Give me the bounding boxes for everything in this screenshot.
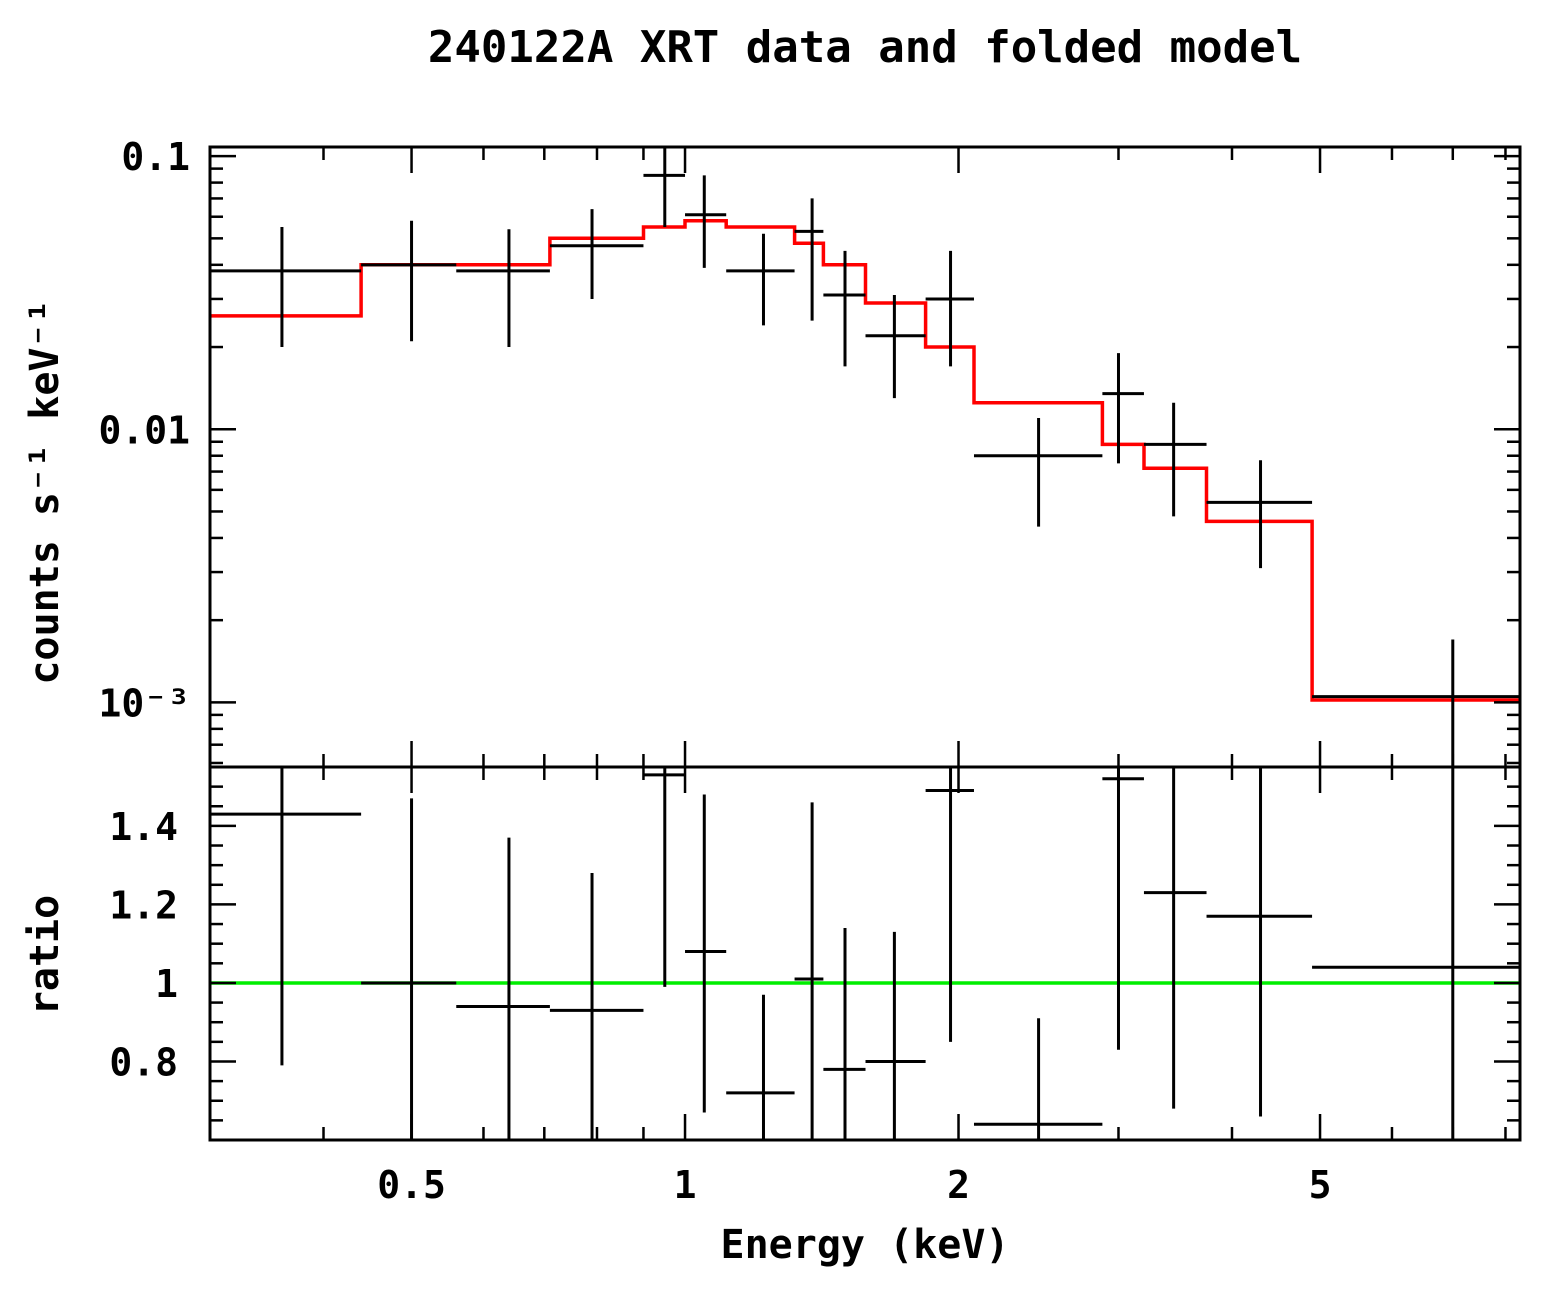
- data-point-12: [1102, 353, 1144, 464]
- axes: [208, 145, 1522, 1142]
- y-axis-label-spectrum: counts s⁻¹ keV⁻¹: [22, 299, 68, 684]
- data-point-3: [549, 209, 644, 299]
- ratio-point-9: [865, 931, 926, 1140]
- data-point-1: [361, 220, 457, 342]
- data-point-8: [823, 250, 866, 367]
- ratio-point-8: [823, 927, 866, 1140]
- tick-labels: 0.5 1 2 5 0.1 0.01 10⁻³ 0.8 1 1.2 1.4: [98, 135, 1331, 1207]
- ratio-point-1: [361, 798, 457, 1140]
- ratio-point-6: [726, 994, 795, 1140]
- ratio-point-13: [1143, 767, 1207, 1109]
- data-point-4: [643, 147, 686, 228]
- y1-tick-label-2: 10⁻³: [98, 681, 190, 725]
- y1-tick-label-1: 0.01: [98, 408, 190, 452]
- y2-tick-label-0: 0.8: [109, 1040, 178, 1084]
- data-point-11: [973, 417, 1103, 527]
- spectrum-panel-marks: [210, 147, 1520, 767]
- ratio-point-12: [1102, 767, 1144, 1050]
- x-axis-label: Energy (keV): [721, 1222, 1010, 1268]
- chart-title: 240122A XRT data and folded model: [428, 22, 1302, 73]
- ratio-point-7: [794, 802, 824, 1140]
- data-point-9: [865, 295, 926, 399]
- data-point-10: [925, 250, 974, 367]
- ratio-point-5: [685, 794, 727, 1113]
- data-point-5: [685, 175, 727, 268]
- x-tick-label-1: 1: [674, 1163, 697, 1207]
- ratio-point-14: [1206, 767, 1313, 1117]
- x-tick-label-2: 2: [947, 1163, 970, 1207]
- data-point-6: [726, 233, 795, 326]
- data-point-14: [1206, 460, 1313, 569]
- x-tick-label-3: 5: [1309, 1163, 1332, 1207]
- ratio-point-0: [210, 767, 362, 1066]
- y1-tick-label-0: 0.1: [121, 135, 190, 179]
- ratio-point-4: [643, 767, 686, 987]
- y2-tick-label-1: 1: [155, 962, 178, 1006]
- model-step-line: [210, 218, 1520, 702]
- y2-tick-label-2: 1.2: [109, 883, 178, 927]
- ratio-point-2: [456, 837, 550, 1140]
- y2-tick-label-3: 1.4: [109, 805, 178, 849]
- data-point-0: [210, 227, 362, 348]
- x-tick-label-0: 0.5: [377, 1163, 446, 1207]
- ratio-point-15: [1312, 767, 1520, 1140]
- ratio-point-11: [973, 1018, 1103, 1140]
- data-point-13: [1143, 402, 1207, 517]
- data-point-7: [794, 198, 824, 321]
- plot-frame: [208, 145, 1522, 1142]
- y-axis-label-ratio: ratio: [22, 895, 68, 1015]
- ratio-point-3: [549, 873, 644, 1140]
- data-point-2: [456, 229, 550, 348]
- ratio-panel-marks: [210, 767, 1520, 1140]
- data-point-15: [1312, 639, 1520, 767]
- ratio-point-10: [925, 767, 974, 1042]
